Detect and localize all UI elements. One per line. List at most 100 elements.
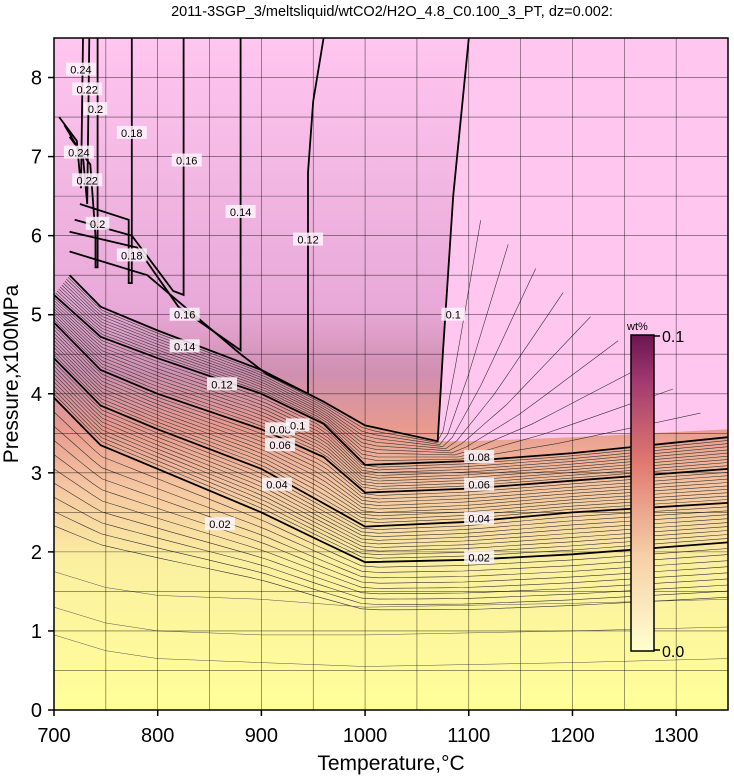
contour-label: 0.22 <box>76 175 97 187</box>
contour-label: 0.02 <box>468 552 489 564</box>
minor-contour-line <box>54 389 728 556</box>
contour-label-bg <box>464 477 495 491</box>
minor-contour-line <box>54 511 728 605</box>
major-contour-0.06 <box>54 321 728 494</box>
major-contour-0.14 <box>69 38 242 353</box>
major-contour-0.12 <box>69 38 325 396</box>
minor-contour-line <box>54 314 728 485</box>
x-axis-label: Temperature,°C <box>317 752 464 775</box>
contour-label: 0.16 <box>174 310 195 322</box>
minor-contour-line <box>54 311 728 482</box>
y-tick-label: 0 <box>31 700 42 722</box>
chart-title: 2011-3SGP_3/meltsliquid/wtCO2/H2O_4.8_C0… <box>171 4 613 20</box>
contour-label-bg <box>204 517 235 531</box>
minor-contour-line <box>54 411 728 568</box>
major-contour-0.16 <box>74 38 185 297</box>
minor-contour-line <box>61 284 591 452</box>
y-axis-ticks: 0 1 2 3 4 5 6 7 8 <box>31 68 54 722</box>
contour-label-bg <box>464 550 495 564</box>
minor-contour-line <box>54 333 728 503</box>
contour-label-bg <box>72 82 103 96</box>
contour-label: 0.14 <box>230 207 251 219</box>
major-contour-0.24 <box>58 38 84 189</box>
contour-label-bg <box>169 339 200 353</box>
contour-label-bg <box>171 153 202 167</box>
contour-label-bg <box>293 232 324 246</box>
contour-label: 0.18 <box>121 250 142 262</box>
minor-contour-line <box>67 220 481 443</box>
contour-label: 0.1 <box>446 310 461 322</box>
contour-label-bg <box>169 307 200 321</box>
contour-label: 0.2 <box>88 104 103 116</box>
minor-contour-line <box>54 454 728 584</box>
minor-contour-line <box>54 385 728 552</box>
minor-contour-line <box>55 292 701 462</box>
major-contour-0.1 <box>68 38 470 443</box>
x-tick-label: 700 <box>37 725 70 747</box>
minor-contour-line <box>54 365 728 534</box>
minor-contour-line <box>54 425 728 573</box>
y-tick-label: 5 <box>31 305 42 327</box>
plot-area: 0.020.020.040.040.060.060.080.080.10.10.… <box>54 38 728 710</box>
contour-label: 0.14 <box>174 341 195 353</box>
minor-contour-line <box>66 244 509 445</box>
y-tick-label: 3 <box>31 463 42 485</box>
plot-frame <box>53 37 729 711</box>
colorbar-min-label: 0.0 <box>662 644 684 661</box>
major-contour-0.08 <box>54 294 728 466</box>
minor-contour-line <box>54 347 728 517</box>
minor-contour-line <box>54 468 728 589</box>
minor-contour-line <box>56 290 674 458</box>
minor-contour-line <box>54 343 728 513</box>
y-tick-label: 7 <box>31 147 42 169</box>
contour-label-bg <box>206 377 237 391</box>
minor-contours <box>54 220 728 667</box>
contour-label: 0.02 <box>209 519 230 531</box>
x-tick-label: 1200 <box>550 725 595 747</box>
minor-contour-line <box>54 329 728 500</box>
minor-contour-line <box>54 381 728 548</box>
minor-contour-line <box>59 286 619 454</box>
contour-label: 0.12 <box>211 379 232 391</box>
contour-label-bg <box>441 307 465 321</box>
contour-label-bg <box>225 204 256 218</box>
colorbar-max-label: 0.1 <box>662 329 684 346</box>
minor-contour-line <box>54 308 728 479</box>
contour-label: 0.18 <box>121 128 142 140</box>
minor-contour-line <box>54 482 728 595</box>
x-tick-label: 1000 <box>343 725 388 747</box>
minor-contour-line <box>54 497 728 600</box>
minor-contour-line <box>63 282 564 450</box>
contour-label-bg <box>261 477 292 491</box>
x-tick-label: 800 <box>141 725 174 747</box>
y-tick-label: 4 <box>31 384 42 406</box>
contour-label: 0.22 <box>76 84 97 96</box>
minor-contour-line <box>64 268 536 447</box>
contour-label-bg <box>116 248 147 262</box>
minor-contour-line <box>54 300 728 471</box>
colorbar: wt% 0.1 0.0 <box>626 321 684 661</box>
minor-contour-line <box>54 373 728 541</box>
contour-label: 0.06 <box>468 480 489 492</box>
x-tick-label: 900 <box>245 725 278 747</box>
contour-label: 0.06 <box>269 440 290 452</box>
x-tick-label: 1300 <box>654 725 699 747</box>
minor-contour-line <box>54 305 728 476</box>
minor-contour-line <box>54 340 728 510</box>
minor-contour-line <box>54 316 728 487</box>
contour-label-bg <box>116 125 147 139</box>
minor-contour-line <box>54 325 728 496</box>
y-tick-label: 8 <box>31 68 42 90</box>
contour-label: 0.04 <box>468 514 489 526</box>
contour-label: 0.16 <box>176 156 197 168</box>
minor-contour-line <box>54 319 728 490</box>
x-axis-ticks: 700 800 900 1000 1100 1200 1300 <box>37 710 698 747</box>
contour-label-bg <box>265 438 296 452</box>
minor-contour-line <box>54 369 728 538</box>
minor-contour-line <box>54 361 728 530</box>
colorbar-unit: wt% <box>626 321 648 333</box>
contour-label-bg <box>464 450 495 464</box>
contour-label-bg <box>83 102 108 116</box>
